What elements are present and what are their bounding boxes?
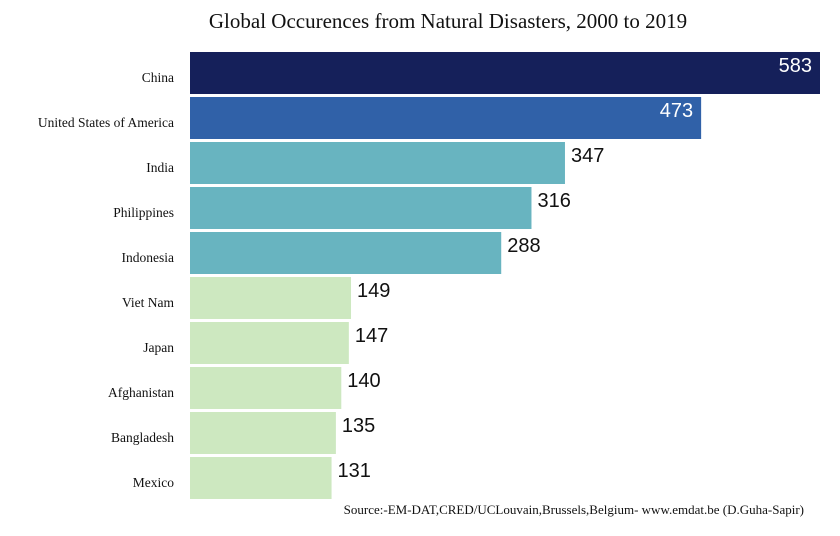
value-label: 316: [537, 190, 570, 212]
value-label: 135: [342, 415, 375, 437]
category-label: Indonesia: [122, 250, 174, 265]
category-label: Bangladesh: [111, 430, 174, 445]
value-label: 473: [660, 100, 693, 122]
value-label: 583: [779, 55, 812, 77]
bar-afghanistan: [190, 367, 342, 409]
bar-india: [190, 142, 565, 184]
category-label: United States of America: [38, 115, 174, 130]
category-label: Philippines: [113, 205, 174, 220]
bar-bangladesh: [190, 412, 336, 454]
source-note: Source:-EM-DAT,CRED/UCLouvain,Brussels,B…: [344, 502, 804, 517]
bars-group: China 583 United States of America 473 India…: [38, 52, 820, 499]
category-label: Viet Nam: [122, 295, 175, 310]
category-label: Mexico: [133, 475, 174, 490]
value-label: 347: [571, 145, 604, 167]
value-label: 288: [507, 235, 540, 257]
chart-title: Global Occurences from Natural Disasters…: [209, 9, 687, 33]
bar-japan: [190, 322, 349, 364]
value-label: 131: [338, 460, 371, 482]
category-label: China: [142, 70, 174, 85]
bar-philippines: [190, 187, 532, 229]
value-label: 140: [347, 370, 380, 392]
bar-indonesia: [190, 232, 502, 274]
category-label: Japan: [143, 340, 174, 355]
value-label: 149: [357, 280, 390, 302]
value-label: 147: [355, 325, 388, 347]
category-label: Afghanistan: [108, 385, 174, 400]
bar-viet-nam: [190, 277, 352, 319]
bar-united-states-of-america: [190, 97, 702, 139]
bar-mexico: [190, 457, 332, 499]
bar-china: [190, 52, 820, 94]
category-label: India: [146, 160, 174, 175]
